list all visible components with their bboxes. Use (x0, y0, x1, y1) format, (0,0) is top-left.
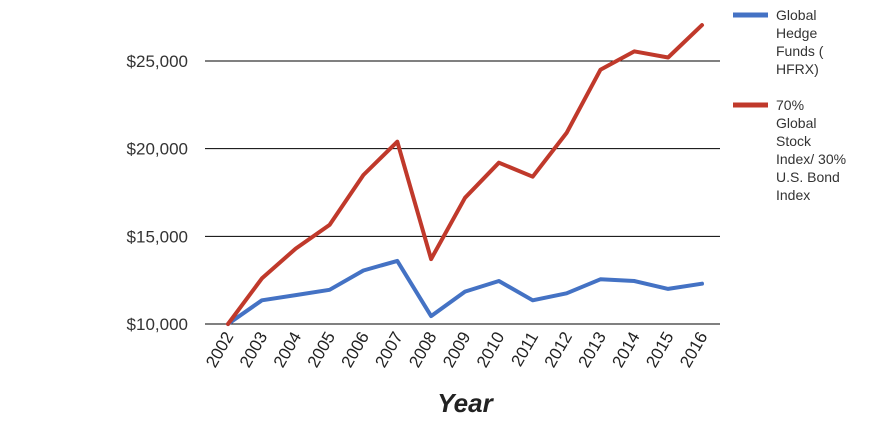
legend-label: Global (776, 7, 816, 23)
legend-label: Hedge (776, 25, 817, 41)
legend-label: HFRX) (776, 61, 819, 77)
x-tick-label: 2010 (473, 329, 508, 371)
x-tick-label: 2015 (642, 329, 677, 371)
y-tick-label: $20,000 (127, 140, 188, 159)
x-tick-label: 2004 (270, 329, 305, 371)
legend-label: Stock (776, 133, 812, 149)
x-tick-label: 2013 (575, 329, 610, 371)
x-tick-label: 2011 (507, 329, 542, 370)
x-tick-label: 2005 (304, 329, 339, 371)
x-tick-label: 2006 (338, 329, 373, 371)
legend: Global Hedge Funds ( HFRX) 70% Global Stock Ind… (733, 7, 846, 203)
x-tick-label: 2002 (202, 329, 237, 371)
gridlines (205, 60, 720, 325)
y-tick-label: $10,000 (127, 315, 188, 334)
legend-label: Index (776, 187, 810, 203)
y-axis-ticks: $10,000 $15,000 $20,000 $25,000 (127, 52, 188, 334)
y-tick-label: $25,000 (127, 52, 188, 71)
x-tick-label: 2016 (676, 329, 711, 371)
series-line-1 (226, 258, 704, 326)
x-tick-label: 2007 (371, 329, 406, 371)
x-tick-label: 2008 (405, 329, 440, 371)
x-tick-label: 2014 (608, 329, 643, 371)
x-tick-label: 2009 (439, 329, 474, 371)
x-tick-label: 2003 (236, 329, 271, 371)
legend-label: Funds ( (776, 43, 824, 59)
legend-label: Global (776, 115, 816, 131)
legend-label: 70% (776, 97, 804, 113)
x-axis-label: Year (437, 388, 494, 418)
x-tick-label: 2012 (541, 329, 576, 371)
series-lines (226, 23, 704, 326)
legend-label: U.S. Bond (776, 169, 840, 185)
y-tick-label: $15,000 (127, 227, 188, 246)
legend-label: Index/ 30% (776, 151, 846, 167)
